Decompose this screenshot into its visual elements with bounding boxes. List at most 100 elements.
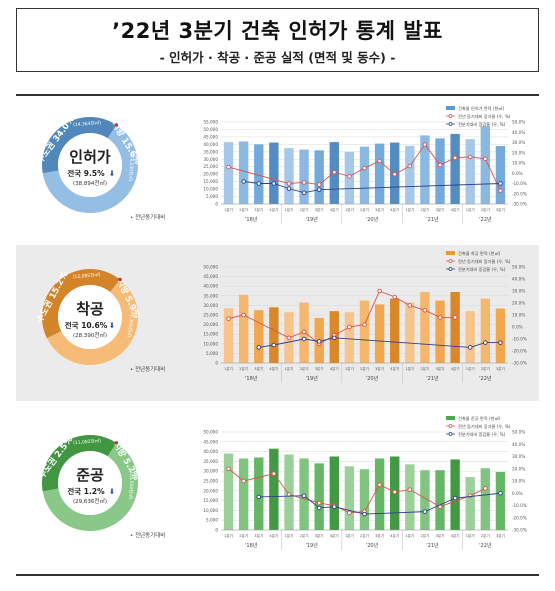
x-tick-label: 2분기	[420, 533, 429, 538]
year-label: '21년	[426, 375, 439, 382]
donut-local-sub: (24,530천㎡)	[127, 153, 136, 182]
legend-qoq-label: 전분기대비 증감율 (우, %)	[458, 266, 506, 273]
title-box: ’22년 3분기 건축 인허가 통계 발표 - 인허가 · 착공 · 준공 실적…	[16, 8, 539, 72]
yoy-point	[392, 489, 397, 495]
qoq-point	[452, 495, 458, 501]
legend-yoy-marker	[448, 259, 453, 263]
down-arrow-icon: ⬇	[109, 169, 115, 178]
bar	[329, 456, 339, 530]
x-tick-label: 1분기	[345, 366, 354, 371]
y-right-tick: -30.0%	[512, 202, 527, 207]
yoy-point	[407, 303, 413, 308]
donut-local-sub: (16,305천㎡)	[125, 309, 136, 338]
bar	[344, 466, 355, 530]
yoy-point	[437, 315, 443, 320]
y-right-tick: 40.0%	[512, 130, 525, 135]
y-left-tick: 10,000	[203, 187, 218, 192]
x-tick-label: 3분기	[254, 533, 263, 538]
y-left-tick: 20,000	[203, 322, 218, 327]
down-arrow-icon: ⬇	[109, 487, 115, 496]
x-tick-label: 3분기	[254, 207, 263, 212]
y-left-tick: 55,000	[203, 120, 218, 125]
yoy-point	[241, 478, 246, 484]
x-tick-label: 1분기	[345, 207, 354, 212]
x-tick-label: 4분기	[390, 366, 399, 371]
y-left-tick: 30,000	[203, 157, 218, 162]
donut-metro-sub: (11,082천㎡)	[73, 437, 102, 446]
bar	[420, 135, 430, 204]
yoy-point	[467, 154, 473, 160]
bar	[495, 146, 506, 204]
y-left-tick: 35,000	[203, 293, 218, 298]
chart-svg: 수도권 15.2% (12,085천㎡)지방 5.9%(16,305천㎡)착공전국…	[34, 250, 527, 383]
y-left-tick: 40,000	[203, 449, 218, 454]
x-tick-label: 1분기	[224, 207, 233, 212]
y-left-tick: 50,000	[203, 265, 218, 270]
y-right-tick: 20.0%	[512, 301, 525, 306]
yoy-point	[407, 487, 413, 492]
legend-qoq-marker	[448, 122, 453, 126]
y-right-tick: 30.0%	[512, 454, 525, 459]
x-tick-label: 4분기	[269, 533, 278, 538]
x-tick-label: 2분기	[420, 366, 429, 371]
y-left-tick: 45,000	[203, 274, 218, 279]
qoq-line	[258, 337, 501, 348]
bar	[254, 310, 264, 363]
y-right-tick: 20.0%	[512, 466, 525, 471]
year-label: '19년	[305, 216, 318, 223]
x-tick-label: 3분기	[315, 207, 324, 212]
y-right-tick: -30.0%	[512, 361, 527, 366]
x-tick-label: 3분기	[375, 366, 384, 371]
y-left-tick: 20,000	[203, 172, 218, 177]
bar	[450, 291, 460, 363]
y-left-tick: 20,000	[203, 488, 218, 493]
year-label: '19년	[305, 375, 318, 382]
qoq-point	[332, 335, 337, 341]
legend-yoy-label: 전년 동기대비 증가율 (우, %)	[458, 258, 511, 265]
year-label: '20년	[366, 542, 379, 549]
y-left-tick: 0	[215, 361, 218, 366]
legend-bar-swatch	[446, 251, 455, 255]
bar	[374, 458, 385, 530]
y-left-tick: 35,000	[203, 459, 218, 464]
yoy-point	[347, 510, 352, 516]
bar	[495, 308, 506, 363]
yoy-point	[377, 158, 382, 164]
qoq-point	[271, 181, 277, 186]
chart-svg: 수도권 34.0%(14,364천㎡) 지방 15.6%(24,530천㎡)인허가…	[35, 105, 527, 224]
x-tick-label: 1분기	[405, 366, 414, 371]
donut-local-segment	[46, 279, 138, 365]
x-tick-label: 4분기	[451, 533, 460, 538]
bottom-rule	[16, 574, 539, 576]
x-tick-label: 4분기	[451, 207, 460, 212]
x-tick-label: 2분기	[300, 366, 309, 371]
qoq-point	[256, 494, 262, 500]
y-left-tick: 30,000	[203, 469, 218, 474]
yoy-point	[271, 471, 277, 476]
y-left-tick: 5,000	[206, 194, 218, 199]
year-label: '22년	[479, 542, 492, 549]
y-left-tick: 5,000	[206, 518, 218, 523]
y-right-tick: -20.0%	[512, 191, 527, 196]
year-label: '21년	[426, 542, 439, 549]
qoq-point	[483, 340, 488, 345]
y-left-tick: 40,000	[203, 284, 218, 289]
bar	[238, 458, 249, 530]
donut-center	[58, 133, 122, 197]
qoq-point	[316, 339, 322, 344]
bar	[238, 141, 249, 204]
bar	[269, 142, 279, 204]
yoy-point	[392, 172, 397, 177]
bar	[269, 448, 279, 530]
y-left-tick: 35,000	[203, 149, 218, 154]
legend-yoy-label: 전년 동기대비 증가율 (우, %)	[458, 113, 511, 120]
yoy-line	[228, 143, 501, 191]
yoy-point	[377, 482, 382, 487]
donut-metro-segment	[41, 269, 121, 339]
qoq-point	[316, 187, 322, 192]
bar	[435, 300, 445, 363]
legend-qoq-label: 전분기대비 증감율 (우, %)	[458, 121, 506, 128]
year-label: '21년	[426, 216, 439, 223]
yoy-point	[286, 181, 292, 186]
y-right-tick: 10.0%	[512, 161, 525, 166]
